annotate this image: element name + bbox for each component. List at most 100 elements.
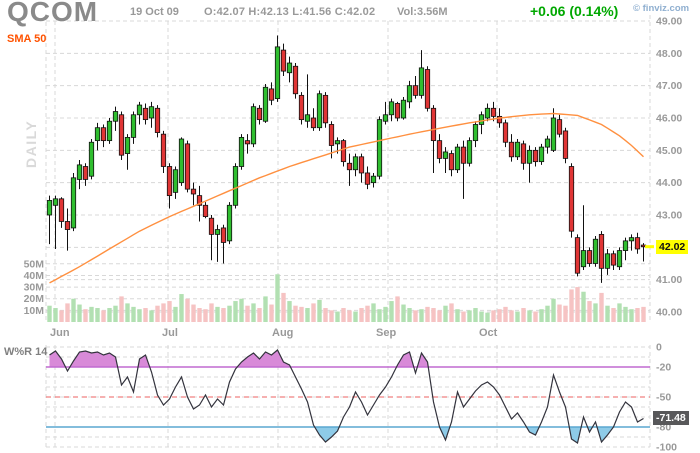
volume-bar bbox=[263, 296, 268, 322]
candle-up bbox=[304, 114, 311, 122]
volume-bar bbox=[335, 311, 340, 322]
candle-down bbox=[460, 146, 467, 164]
candle-up bbox=[538, 146, 545, 163]
volume-bar bbox=[185, 298, 190, 322]
wpr-oversold-fill bbox=[314, 427, 340, 442]
candle-down bbox=[574, 237, 581, 274]
candle-down bbox=[256, 107, 263, 121]
volume-bar bbox=[563, 305, 568, 322]
month-label: Oct bbox=[479, 327, 498, 339]
candle-down bbox=[562, 130, 569, 159]
volume-bar bbox=[371, 303, 376, 322]
volume-bar bbox=[59, 310, 64, 322]
volume-bar bbox=[197, 308, 202, 322]
candle-up bbox=[214, 229, 221, 235]
candle-up bbox=[70, 177, 77, 229]
volume-bar bbox=[113, 305, 118, 322]
candle-up bbox=[124, 136, 131, 154]
volume-bar bbox=[359, 308, 364, 322]
candle-down bbox=[292, 65, 299, 95]
volume-bar bbox=[515, 311, 520, 322]
volume-bar bbox=[161, 303, 166, 322]
volume-bar bbox=[155, 305, 160, 322]
volume-bar bbox=[605, 305, 610, 322]
candle-up bbox=[454, 146, 461, 171]
wpr-tick-label: 0 bbox=[656, 342, 662, 354]
wpr-tick-label: -50 bbox=[656, 392, 671, 404]
volume-bar bbox=[131, 306, 136, 322]
volume-bar bbox=[143, 308, 148, 322]
candle-down bbox=[634, 237, 641, 250]
volume-bar bbox=[431, 308, 436, 322]
candle-up bbox=[484, 107, 491, 119]
candle-down bbox=[310, 117, 317, 129]
wpr-overbought-fill bbox=[396, 352, 414, 367]
candle-down bbox=[100, 127, 107, 142]
candle-up bbox=[472, 124, 479, 142]
candle-down bbox=[364, 172, 371, 185]
volume-bar bbox=[383, 306, 388, 322]
wpr-overbought-fill bbox=[237, 350, 291, 367]
volume-bar bbox=[221, 308, 226, 322]
finviz-brand-link[interactable]: © finviz.com bbox=[633, 3, 690, 14]
volume-bar bbox=[455, 309, 460, 322]
volume-bar bbox=[83, 309, 88, 322]
axis-labels: 49.00 48.00 47.00 46.00 45.00 44.00 43.00 41.00… bbox=[24, 16, 683, 340]
volume-bar bbox=[599, 292, 604, 322]
candle-down bbox=[532, 149, 539, 163]
quote-ohlc: O:42.07 H:42.13 L:41.56 C:42.02 bbox=[204, 6, 376, 18]
candle-up bbox=[226, 204, 233, 242]
volume-bar bbox=[449, 303, 454, 322]
volume-bar bbox=[581, 291, 586, 322]
candle-down bbox=[520, 143, 527, 164]
candle-down bbox=[424, 69, 431, 109]
wpr-oversold-fill bbox=[439, 427, 450, 440]
candle-up bbox=[370, 175, 377, 184]
volume-bar bbox=[623, 306, 628, 322]
volume-bar bbox=[395, 296, 400, 322]
quote-change: +0.06 (0.14%) bbox=[530, 3, 619, 19]
volume-bar bbox=[245, 305, 250, 322]
candle-down bbox=[208, 217, 215, 235]
candle-up bbox=[514, 141, 521, 158]
sma50-line bbox=[49, 112, 644, 284]
candle-down bbox=[610, 253, 617, 266]
ticker-symbol: QCOM bbox=[7, 0, 99, 27]
wpr-tick-label: -20 bbox=[656, 362, 671, 374]
price-tick-label: 48.00 bbox=[656, 48, 682, 60]
volume-bar bbox=[407, 308, 412, 322]
candle-down bbox=[58, 198, 65, 222]
candle-down bbox=[412, 85, 419, 96]
volume-bar bbox=[533, 311, 538, 322]
wpr-indicator-label: W%R 14 bbox=[4, 346, 48, 358]
candle-down bbox=[448, 153, 455, 171]
volume-bar bbox=[293, 305, 298, 322]
candle-up bbox=[382, 114, 389, 122]
candle-up bbox=[178, 138, 185, 184]
volume-bar bbox=[167, 301, 172, 322]
volume-bar bbox=[641, 306, 646, 322]
candle-down bbox=[196, 195, 203, 206]
volume-bar bbox=[95, 308, 100, 322]
volume-bar bbox=[275, 274, 280, 322]
candle-down bbox=[82, 166, 89, 180]
candle-down bbox=[586, 250, 593, 264]
volume-bar bbox=[491, 310, 496, 322]
volume-bar bbox=[461, 311, 466, 322]
price-tick-label: 46.00 bbox=[656, 112, 682, 124]
candle-down bbox=[160, 133, 167, 167]
daily-timeframe-watermark: DAILY bbox=[23, 120, 39, 168]
volume-bar bbox=[239, 298, 244, 322]
wpr-tick-label: -100 bbox=[656, 442, 677, 453]
volume-bar bbox=[71, 298, 76, 322]
wpr-overbought-fill bbox=[49, 351, 66, 367]
candle-up bbox=[628, 237, 635, 242]
candle-down bbox=[340, 140, 347, 163]
volume-bar bbox=[347, 310, 352, 322]
candle-up bbox=[88, 141, 95, 177]
candle-up bbox=[442, 151, 449, 159]
volume-bar bbox=[47, 305, 52, 322]
candle-up bbox=[388, 101, 395, 116]
candle-up bbox=[622, 240, 629, 251]
